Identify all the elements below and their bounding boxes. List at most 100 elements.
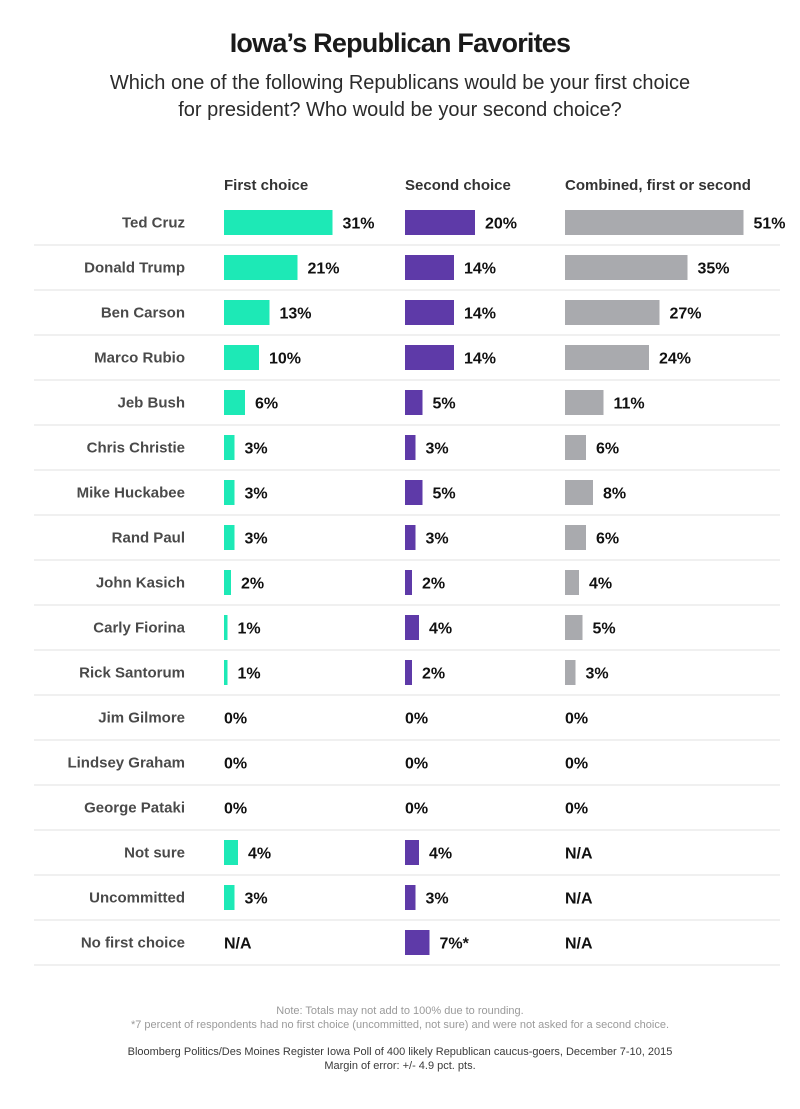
value-label-2: 0% — [405, 756, 428, 773]
candidate-label: Chris Christie — [87, 440, 185, 457]
value-label-1: 0% — [224, 711, 247, 728]
column-header-2: Second choice — [405, 177, 511, 194]
bar-1 — [224, 435, 235, 460]
value-label-3: 0% — [565, 711, 588, 728]
bar-1 — [224, 615, 228, 640]
value-label-3: 6% — [596, 441, 619, 458]
bar-2 — [405, 885, 416, 910]
column-header-1: First choice — [224, 177, 308, 194]
value-label-3: 6% — [596, 531, 619, 548]
candidate-label: Rick Santorum — [79, 665, 185, 682]
value-label-3: 5% — [593, 621, 616, 638]
bar-1 — [224, 210, 333, 235]
value-label-1: 1% — [238, 621, 261, 638]
candidate-label: Lindsey Graham — [67, 755, 185, 772]
candidate-label: Marco Rubio — [94, 350, 185, 367]
value-label-1: 3% — [245, 441, 268, 458]
value-label-1: 1% — [238, 666, 261, 683]
value-label-2: 3% — [426, 891, 449, 908]
bar-2 — [405, 480, 423, 505]
source-info: Bloomberg Politics/Des Moines Register I… — [0, 1045, 800, 1073]
candidate-label: Jeb Bush — [117, 395, 185, 412]
value-label-1: 10% — [269, 351, 301, 368]
value-label-2: 14% — [464, 306, 496, 323]
rounding-note: Note: Totals may not add to 100% due to … — [276, 1005, 524, 1017]
value-label-3: 11% — [614, 396, 645, 413]
candidate-label: George Pataki — [84, 800, 185, 817]
value-label-3: 0% — [565, 756, 588, 773]
value-label-1: 2% — [241, 576, 264, 593]
bar-1 — [224, 525, 235, 550]
value-label-3: 51% — [754, 216, 786, 233]
bar-2 — [405, 570, 412, 595]
bar-1 — [224, 480, 235, 505]
bar-3 — [565, 255, 688, 280]
bar-2 — [405, 930, 430, 955]
value-label-2: 0% — [405, 711, 428, 728]
candidate-label: Rand Paul — [112, 530, 185, 547]
asterisk-note: *7 percent of respondents had no first c… — [130, 1019, 670, 1031]
value-label-2: 2% — [422, 666, 445, 683]
value-label-3: 8% — [603, 486, 626, 503]
bar-2 — [405, 525, 416, 550]
value-label-2: 20% — [485, 216, 517, 233]
value-label-3: 0% — [565, 801, 588, 818]
value-label-2: 5% — [433, 396, 456, 413]
value-label-2: 7%* — [440, 936, 470, 953]
value-label-3: 4% — [589, 576, 612, 593]
value-label-1: 0% — [224, 756, 247, 773]
bar-3 — [565, 570, 579, 595]
bar-chart: First choice Second choice Combined, first… — [34, 177, 786, 966]
value-label-1: 13% — [280, 306, 312, 323]
value-label-2: 3% — [426, 531, 449, 548]
footnotes: Note: Totals may not add to 100% due to … — [0, 1004, 800, 1032]
bar-2 — [405, 660, 412, 685]
bar-3 — [565, 390, 604, 415]
value-label-3: 27% — [670, 306, 702, 323]
bar-2 — [405, 615, 419, 640]
bar-1 — [224, 345, 259, 370]
bar-3 — [565, 435, 586, 460]
bar-2 — [405, 300, 454, 325]
bar-1 — [224, 885, 235, 910]
bar-3 — [565, 615, 583, 640]
bar-2 — [405, 345, 454, 370]
value-label-3: N/A — [565, 936, 593, 953]
chart-subtitle: Which one of the following Republicans w… — [109, 72, 691, 121]
bar-3 — [565, 345, 649, 370]
value-label-1: 4% — [248, 846, 271, 863]
value-label-1: 31% — [343, 216, 375, 233]
value-label-2: 14% — [464, 351, 496, 368]
value-label-1: 6% — [255, 396, 278, 413]
bar-2 — [405, 210, 475, 235]
candidate-label: Carly Fiorina — [93, 620, 185, 637]
value-label-2: 5% — [433, 486, 456, 503]
bar-1 — [224, 300, 270, 325]
candidate-label: Ted Cruz — [122, 215, 185, 232]
candidate-label: No first choice — [81, 935, 185, 952]
value-label-3: N/A — [565, 891, 593, 908]
bar-1 — [224, 255, 298, 280]
value-label-1: 3% — [245, 891, 268, 908]
candidate-label: Jim Gilmore — [98, 710, 185, 727]
bar-3 — [565, 660, 576, 685]
column-header-3: Combined, first or second — [565, 177, 751, 194]
bar-1 — [224, 570, 231, 595]
value-label-3: 35% — [698, 261, 730, 278]
bar-2 — [405, 435, 416, 460]
bar-2 — [405, 390, 423, 415]
bar-1 — [224, 390, 245, 415]
bar-2 — [405, 840, 419, 865]
value-label-1: 3% — [245, 486, 268, 503]
candidate-label: Uncommitted — [89, 890, 185, 907]
bar-3 — [565, 210, 744, 235]
bar-1 — [224, 840, 238, 865]
candidate-label: John Kasich — [96, 575, 185, 592]
candidate-label: Ben Carson — [101, 305, 185, 322]
candidate-label: Donald Trump — [84, 260, 185, 277]
candidate-label: Mike Huckabee — [77, 485, 185, 502]
value-label-2: 3% — [426, 441, 449, 458]
bar-3 — [565, 300, 660, 325]
chart-title: Iowa’s Republican Favorites — [229, 28, 571, 58]
value-label-1: 3% — [245, 531, 268, 548]
